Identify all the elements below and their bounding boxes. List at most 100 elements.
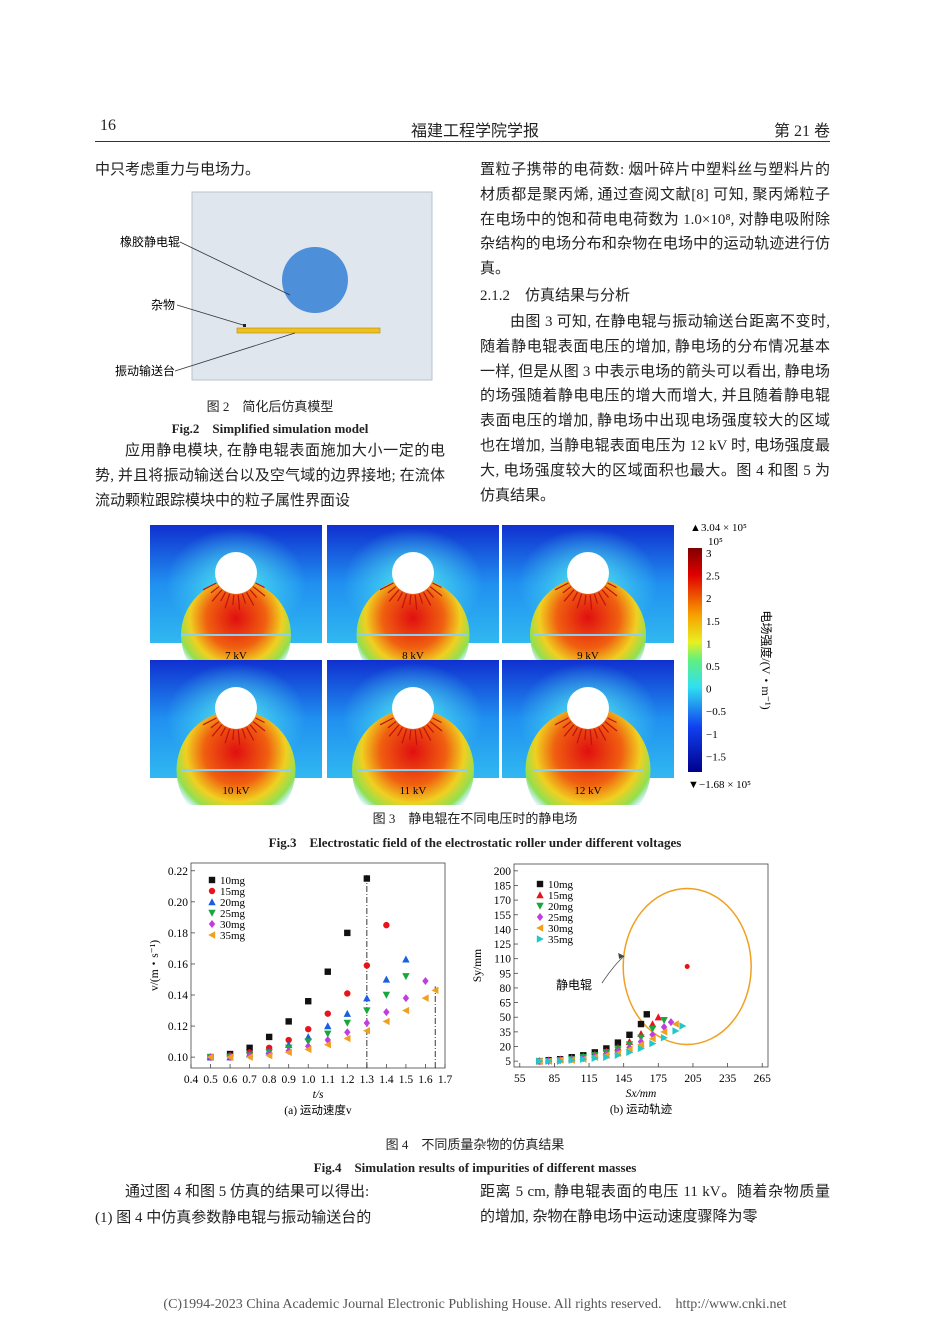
marker <box>323 1041 331 1049</box>
marker <box>625 1045 633 1054</box>
legend-label: 10mg <box>220 875 246 887</box>
field-arrow <box>379 717 394 726</box>
paragraph: 中只考虑重力与电场力。 <box>95 162 261 178</box>
legend-label: 35mg <box>220 930 246 942</box>
conveyor <box>533 634 643 636</box>
legend-label: 15mg <box>548 890 574 902</box>
marker <box>535 1057 544 1065</box>
marker <box>654 1013 663 1021</box>
field-arrow <box>572 592 578 602</box>
marker <box>343 1009 352 1017</box>
header-rule <box>95 141 830 142</box>
marker <box>207 1053 214 1062</box>
annotation-arrow <box>601 955 625 984</box>
field-arrow <box>401 593 408 609</box>
caption: 图 3 静电辊在不同电压时的静电场 <box>372 811 578 826</box>
field-panel <box>327 660 499 805</box>
field-arrow <box>211 589 223 602</box>
field-arrow <box>237 594 241 610</box>
field-arrow <box>414 729 418 745</box>
x-tick-label: 1.4 <box>379 1074 394 1086</box>
field-arrow <box>232 594 235 605</box>
field-arrow <box>589 729 593 745</box>
figure-3: ▲ 3.04 × 10⁵ 10⁵ ▼ −1.68 × 10⁵ 电场强度/(V・m… <box>150 522 774 805</box>
x-tick-label: 1.3 <box>360 1074 375 1086</box>
marker <box>579 1055 587 1063</box>
x-axis-label: Sx/mm <box>626 1088 657 1100</box>
caption: Fig.2 Simplified simulation model <box>171 421 369 436</box>
field-arrow <box>601 589 610 598</box>
roller <box>215 552 257 594</box>
paragraph: 应用静电模块, 在静电辊表面施加大小一定的电势, 并且将振动输送台以及空气域的边… <box>95 443 445 509</box>
chart-caption: (a) 运动速度v <box>284 1103 352 1117</box>
field-arrow <box>409 729 412 740</box>
y-tick-label: 0.22 <box>168 866 188 878</box>
colorbar-tick: 1.5 <box>706 616 720 628</box>
field-arrow <box>255 582 265 589</box>
marker <box>591 1052 599 1061</box>
field-arrow <box>429 721 443 732</box>
legend-marker <box>536 924 544 932</box>
marker <box>344 990 351 997</box>
x-tick-label: 55 <box>514 1073 526 1085</box>
marker <box>324 1010 331 1017</box>
field-arrow <box>601 724 610 733</box>
marker <box>660 1022 668 1031</box>
x-tick-label: 145 <box>615 1073 633 1085</box>
colorbar-max-marker: ▲ <box>690 522 701 534</box>
field-arrow <box>252 721 266 732</box>
y-tick-label: 0.10 <box>168 1052 188 1064</box>
marker <box>602 1047 611 1055</box>
marker <box>579 1054 587 1062</box>
marker <box>591 1050 599 1058</box>
marker <box>285 1046 292 1055</box>
legend-label: 25mg <box>220 908 246 920</box>
x-tick-label: 0.6 <box>223 1074 238 1086</box>
marker <box>207 1053 214 1061</box>
field-arrow <box>589 594 593 610</box>
marker <box>402 994 410 1003</box>
chart: 55 85 115 145 175 205 235 265 5 20 35 50 65 80 95 110 12… <box>472 863 771 1116</box>
field-arrow <box>249 589 258 598</box>
annotation: 静电辊 <box>556 978 592 992</box>
x-tick-label: 0.9 <box>282 1074 297 1086</box>
field-arrow <box>224 728 231 744</box>
volume: 第 21 卷 <box>773 123 830 140</box>
roller <box>392 552 434 594</box>
x-tick-label: 1.6 <box>418 1074 433 1086</box>
colorbar-tick: 3 <box>706 548 712 560</box>
marker <box>580 1052 587 1059</box>
caption: Fig.4 Simulation results of impurities o… <box>313 1160 637 1175</box>
legend-marker <box>536 891 544 899</box>
x-tick-label: 0.7 <box>242 1074 257 1086</box>
panel-label: 12 kV <box>574 785 601 797</box>
field-arrow <box>246 727 255 741</box>
colorbar-tick: 1 <box>706 638 712 650</box>
field-dome <box>352 709 474 805</box>
journal-name: 福建工程学院学报 <box>410 123 539 140</box>
marker <box>207 1053 214 1061</box>
marker <box>544 1056 553 1064</box>
field-dome <box>525 707 651 805</box>
x-tick-label: 1.5 <box>399 1074 414 1086</box>
marker <box>226 1050 234 1058</box>
legend-label: 30mg <box>220 919 246 931</box>
field-arrow <box>388 589 400 602</box>
conveyor <box>358 634 468 636</box>
marker <box>614 1039 622 1046</box>
marker <box>556 1056 564 1064</box>
y-tick-label: 200 <box>494 866 512 878</box>
marker <box>265 1047 273 1055</box>
marker <box>568 1054 576 1062</box>
marker <box>580 1055 588 1063</box>
field-arrow <box>232 729 235 740</box>
x-tick-label: 1.0 <box>301 1074 316 1086</box>
marker <box>305 1025 312 1033</box>
field-arrow <box>418 593 424 604</box>
field-arrow <box>562 721 572 729</box>
legend-label: 25mg <box>548 912 574 924</box>
field-arrow <box>202 582 217 591</box>
marker <box>245 1052 254 1060</box>
y-tick-label: 50 <box>500 1012 512 1024</box>
